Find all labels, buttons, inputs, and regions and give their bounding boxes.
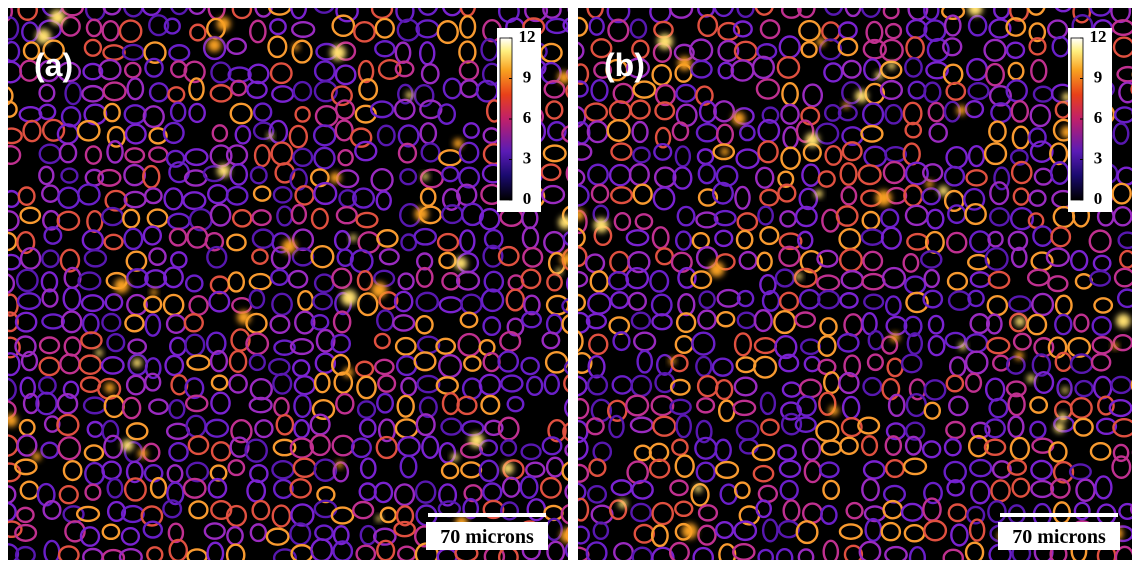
bright-spot — [422, 173, 429, 180]
bright-spot — [855, 90, 868, 103]
bright-spot — [558, 71, 571, 84]
bright-spot — [657, 34, 672, 49]
bright-spot — [1062, 387, 1069, 394]
bright-spot — [694, 485, 702, 493]
bright-spot — [138, 449, 148, 459]
scale-bar-label: 70 microns — [440, 526, 534, 548]
bright-spot — [843, 102, 850, 109]
bright-spot — [817, 37, 826, 46]
bright-spot — [876, 190, 892, 206]
bright-spot — [330, 172, 341, 183]
bright-spot — [1116, 314, 1131, 329]
bright-spot — [678, 57, 692, 71]
bright-spot — [114, 278, 129, 293]
panels: (a) 0 3 6 9 12 70 microns (b) 0 3 6 9 12 70 microns — [0, 0, 1132, 567]
bright-spot — [957, 105, 967, 115]
panel-label: (a) — [34, 47, 73, 83]
bright-spot — [805, 133, 819, 147]
bright-spot — [454, 257, 467, 270]
bright-spot — [343, 368, 353, 378]
bright-spot — [376, 515, 382, 521]
bright-spot — [938, 186, 948, 196]
bright-spot — [558, 216, 571, 229]
bright-spot — [36, 29, 51, 44]
bright-spot — [1058, 413, 1067, 422]
bright-spot — [469, 433, 484, 448]
bright-spot — [1027, 375, 1035, 383]
bright-spot — [330, 45, 345, 60]
bright-spot — [732, 112, 745, 125]
bright-spot — [453, 139, 463, 149]
bright-spot — [267, 133, 273, 139]
bright-spot — [560, 252, 573, 265]
bright-spot — [341, 290, 357, 306]
micrograph — [564, 0, 1132, 567]
bright-spot — [682, 523, 697, 538]
bright-spot — [795, 273, 802, 280]
bright-spot — [415, 207, 429, 221]
bright-spot — [406, 91, 413, 98]
bright-spot — [150, 289, 157, 296]
bright-spot — [926, 180, 934, 188]
bright-spot — [96, 349, 103, 356]
bright-spot — [669, 357, 676, 364]
bright-spot — [1054, 422, 1064, 432]
bright-spot — [888, 62, 896, 70]
bright-spot — [709, 262, 724, 277]
bright-spot — [371, 282, 387, 298]
bright-spot — [132, 358, 141, 367]
bright-spot — [208, 38, 222, 52]
bright-spot — [122, 439, 134, 451]
colorbar-tick-label: 9 — [1094, 67, 1103, 86]
bright-spot — [815, 190, 823, 198]
colorbar-tick-label: 3 — [1094, 148, 1103, 167]
bright-spot — [890, 332, 900, 342]
colorbar-tick-label: 12 — [1090, 27, 1107, 46]
colorbar-tick-label: 6 — [1094, 108, 1103, 127]
scale-bar-label: 70 microns — [1012, 526, 1106, 548]
bright-spot — [573, 209, 585, 221]
bright-spot — [32, 452, 41, 461]
bright-spot — [721, 147, 729, 155]
bright-spot — [217, 17, 231, 31]
bright-spot — [618, 499, 627, 508]
bright-spot — [105, 383, 115, 393]
colorbar-tick-label: 0 — [1094, 189, 1103, 208]
bright-spot — [502, 463, 514, 475]
bright-spot — [968, 1, 983, 16]
bright-spot — [292, 43, 299, 50]
bright-spot — [237, 311, 251, 325]
bright-spot — [875, 72, 883, 80]
colorbar-tick-label: 9 — [523, 67, 532, 86]
bright-spot — [959, 342, 967, 350]
bright-spot — [217, 164, 230, 177]
bright-spot — [560, 528, 575, 543]
colorbar-tick-label: 3 — [523, 148, 532, 167]
bright-spot — [1015, 351, 1024, 360]
panel-label: (b) — [604, 47, 645, 83]
bright-spot — [1112, 343, 1119, 350]
bright-spot — [50, 10, 65, 25]
bright-spot — [282, 239, 296, 253]
bright-spot — [1015, 317, 1025, 327]
bright-spot — [829, 406, 839, 416]
colorbar-tick-label: 6 — [523, 108, 532, 127]
bright-spot — [350, 235, 357, 242]
bright-spot — [5, 414, 18, 427]
bright-spot — [451, 453, 459, 461]
colorbar-tick-label: 0 — [523, 189, 532, 208]
bright-spot — [594, 218, 609, 233]
figure: (a) 0 3 6 9 12 70 microns (b) 0 3 6 9 12 70 microns — [0, 0, 1132, 567]
colorbar-tick-label: 12 — [519, 27, 536, 46]
bright-spot — [556, 268, 562, 274]
bright-spot — [336, 461, 343, 468]
